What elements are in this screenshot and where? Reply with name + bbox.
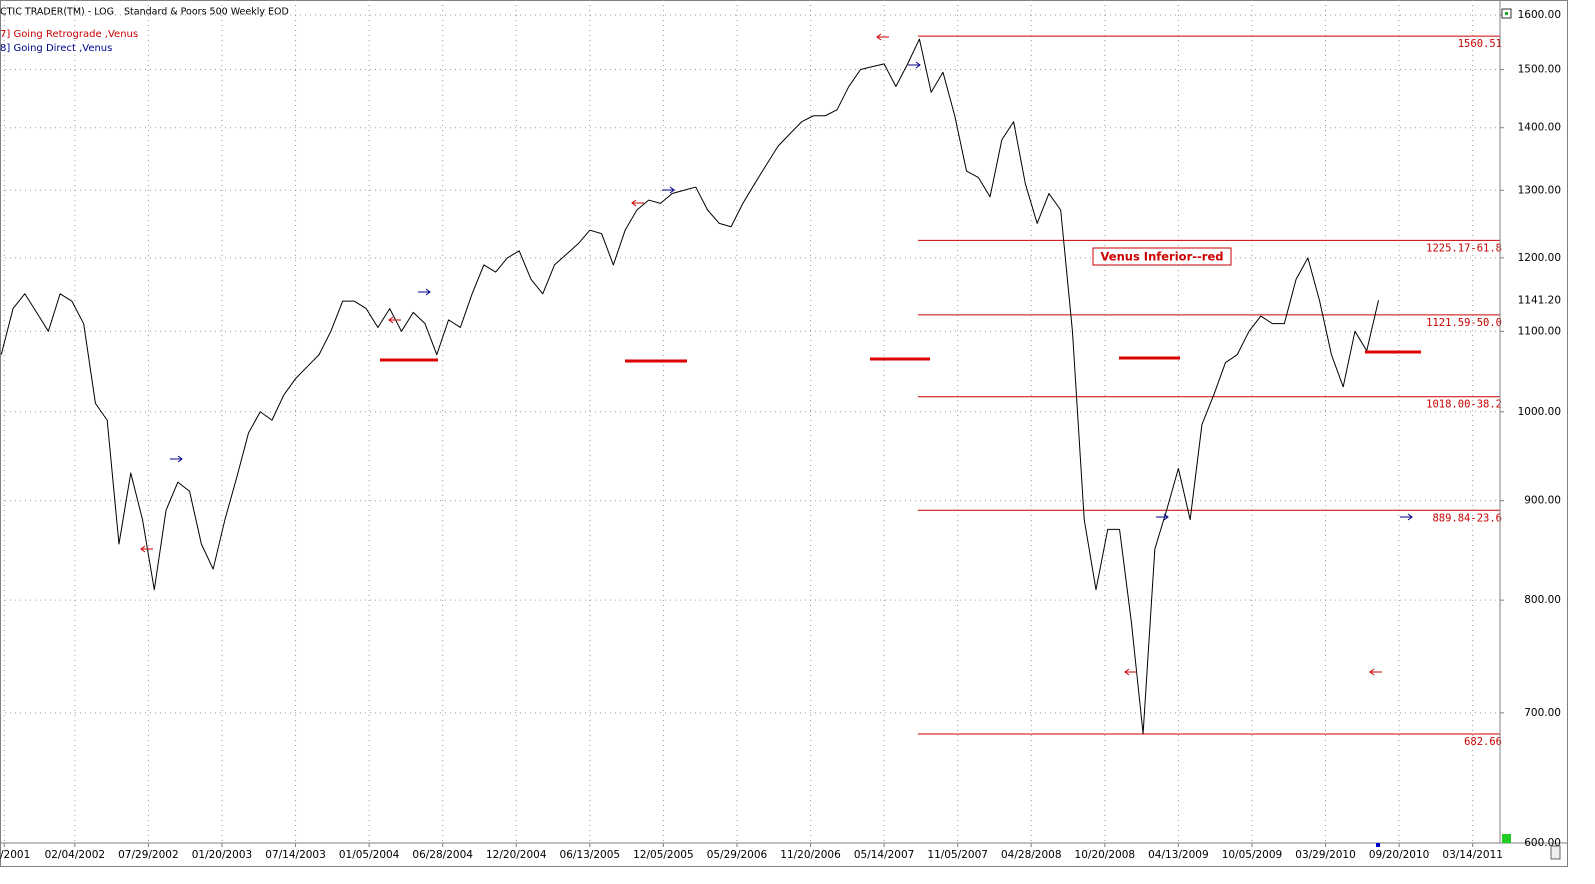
grid (0, 0, 1500, 843)
retrograde-arrow (388, 316, 401, 324)
x-tick-label: 03/29/2010 (1295, 849, 1356, 861)
x-tick-label: 09/20/2010 (1369, 849, 1430, 861)
y-tick-label: 1400.00 (1518, 122, 1561, 134)
level-label: 1225.17-61.8 (1426, 242, 1502, 254)
price-line (0, 38, 1379, 735)
series (0, 38, 1379, 735)
x-tick-label: 06/28/2004 (412, 849, 473, 861)
corner-marker (1502, 834, 1511, 843)
x-tick-label: 04/28/2008 (1001, 849, 1062, 861)
frame (0, 0, 1568, 867)
annotation-box (1092, 247, 1232, 266)
x-tick-label: 05/14/2007 (854, 849, 915, 861)
corner-button[interactable] (1550, 845, 1561, 860)
x-tick-label: 06/13/2005 (560, 849, 621, 861)
direct-arrow (418, 288, 431, 296)
y-tick-label: 1100.00 (1518, 325, 1561, 337)
y-tick-label: 1300.00 (1518, 184, 1561, 196)
x-tick-label: 12/20/2004 (486, 849, 547, 861)
y-tick-label: 1200.00 (1518, 252, 1561, 264)
x-tick-label: 05/29/2006 (707, 849, 768, 861)
corner-icon-dot (1505, 12, 1508, 15)
y-tick-label: 1500.00 (1518, 63, 1561, 75)
level-label: 1018.00-38.2 (1426, 399, 1502, 411)
level-label: 1560.51 (1458, 38, 1502, 50)
y-tick-label: 900.00 (1524, 495, 1561, 507)
retrograde-arrow (1124, 668, 1137, 676)
direct-arrow (1156, 513, 1169, 521)
last-price-label: 1141.20 (1518, 294, 1561, 306)
x-tick-label: 11/05/2007 (927, 849, 988, 861)
legend-entry: 7] Going Retrograde ,Venus (0, 29, 138, 40)
x-tick-label: 10/05/2009 (1222, 849, 1283, 861)
x-tick-label: 04/13/2009 (1148, 849, 1209, 861)
venus-markers (380, 350, 1421, 363)
retrograde-arrow (140, 545, 153, 553)
retrograde-arrow (876, 33, 889, 41)
y-tick-label: 800.00 (1524, 594, 1561, 606)
venus-arrows (140, 33, 1413, 676)
x-tick-label: 01/05/2004 (339, 849, 400, 861)
y-tick-label: 1000.00 (1518, 406, 1561, 418)
axes: 600.00700.00800.00900.001000.001100.0012… (0, 9, 1564, 861)
legend: 7] Going Retrograde ,Venus 8] Going Direc… (0, 29, 138, 54)
level-label: 1121.59-50.0 (1426, 317, 1502, 329)
x-tick-label: 03/14/2011 (1442, 849, 1503, 861)
retrograde-arrow (1369, 668, 1382, 676)
annotation: Venus Inferior--red (1101, 250, 1224, 264)
y-tick-label: 1600.00 (1518, 9, 1561, 21)
x-tick-label: 02/04/2002 (45, 849, 106, 861)
last-price-box (1502, 292, 1564, 308)
retrograde-arrow (631, 199, 644, 207)
x-tick-label: 07/14/2003 (265, 849, 326, 861)
x-tick-label: 07/29/2002 (118, 849, 179, 861)
x-tick-label: 11/20/2006 (780, 849, 841, 861)
level-label: 682.66 (1464, 736, 1502, 748)
x-tick-label: /2001 (0, 849, 30, 861)
chart-title: CTIC TRADER(TM) - LOG (0, 7, 114, 18)
chart-subtitle: Standard & Poors 500 Weekly EOD (124, 7, 289, 18)
direct-arrow (908, 61, 921, 69)
levels: 1560.51 1225.17-61.8 1121.59-50.0 1018.00-3… (918, 35, 1502, 748)
y-tick-label: 700.00 (1524, 707, 1561, 719)
direct-arrow (662, 186, 675, 194)
level-label: 889.84-23.6 (1432, 512, 1502, 524)
legend-entry: 8] Going Direct ,Venus (0, 43, 112, 54)
x-tick-label: 01/20/2003 (192, 849, 253, 861)
x-tick-label: 12/05/2005 (633, 849, 694, 861)
direct-arrow (1400, 513, 1413, 521)
x-tick-label: 10/20/2008 (1075, 849, 1136, 861)
direct-arrow (170, 455, 183, 463)
x-marker (1376, 843, 1380, 847)
